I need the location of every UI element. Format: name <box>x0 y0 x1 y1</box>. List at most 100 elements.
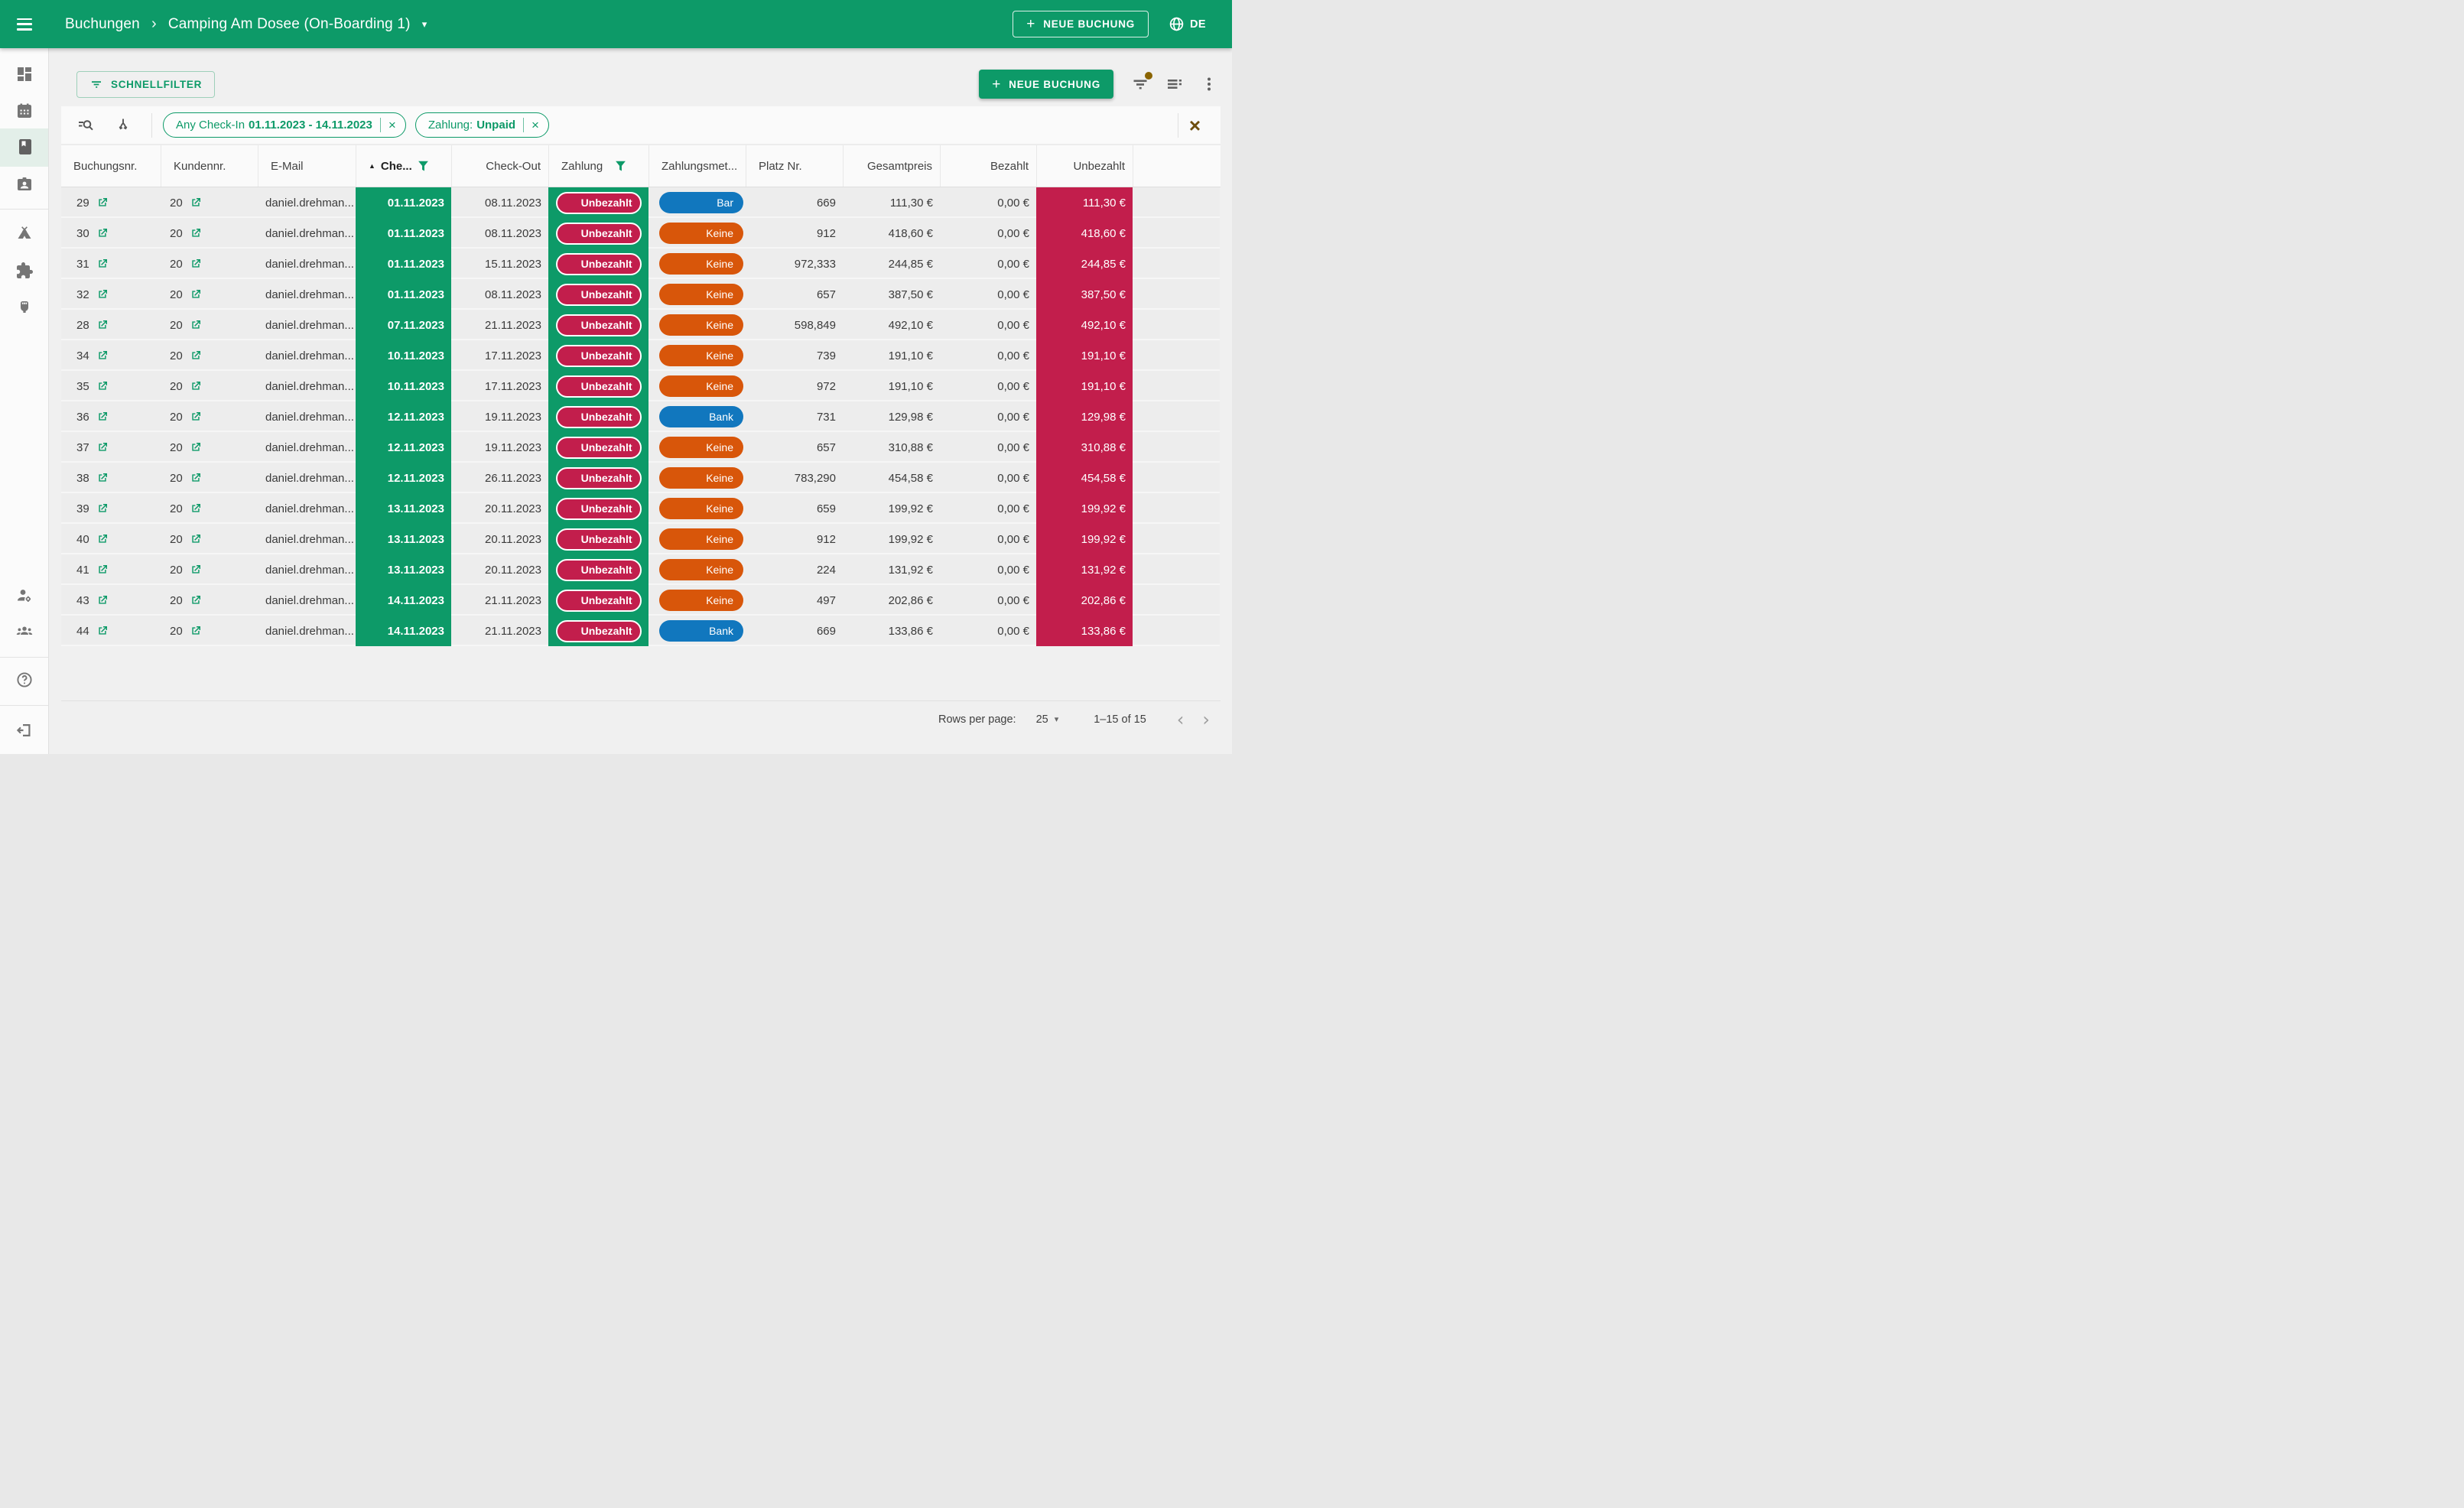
campsite-tent-icon[interactable] <box>15 224 34 242</box>
open-customer-icon[interactable] <box>190 625 202 637</box>
col-header-booking-no[interactable]: Buchungsnr. <box>73 159 138 173</box>
col-header-paid[interactable]: Bezahlt <box>940 145 1036 187</box>
table-row[interactable]: 37 20 daniel.drehman... 12.11.2023 19.11.2… <box>61 432 1221 463</box>
quick-filter-button[interactable]: SCHNELLFILTER <box>76 70 216 98</box>
remove-filter-icon[interactable]: × <box>388 118 396 132</box>
cell-empty <box>1133 187 1220 218</box>
open-customer-icon[interactable] <box>190 502 202 515</box>
table-row[interactable]: 39 20 daniel.drehman... 13.11.2023 20.11.2… <box>61 493 1221 524</box>
help-icon[interactable] <box>15 671 34 689</box>
cell-check-out: 20.11.2023 <box>451 493 548 524</box>
table-row[interactable]: 41 20 daniel.drehman... 13.11.2023 20.11.2… <box>61 554 1221 585</box>
open-booking-icon[interactable] <box>96 258 109 270</box>
open-customer-icon[interactable] <box>190 197 202 209</box>
logout-icon[interactable] <box>15 721 34 739</box>
cell-total: 387,50 € <box>843 279 940 310</box>
new-booking-button-header[interactable]: + NEUE BUCHUNG <box>1013 11 1149 37</box>
filter-list-icon <box>92 81 101 88</box>
open-booking-icon[interactable] <box>96 564 109 576</box>
col-header-unpaid[interactable]: Unbezahlt <box>1036 145 1133 187</box>
open-customer-icon[interactable] <box>190 411 202 423</box>
open-customer-icon[interactable] <box>190 349 202 362</box>
table-row[interactable]: 44 20 daniel.drehman... 14.11.2023 21.11.2… <box>61 616 1221 646</box>
table-row[interactable]: 28 20 daniel.drehman... 07.11.2023 21.11.2… <box>61 310 1221 340</box>
open-customer-icon[interactable] <box>190 594 202 606</box>
open-booking-icon[interactable] <box>96 288 109 301</box>
table-row[interactable]: 30 20 daniel.drehman... 01.11.2023 08.11.2… <box>61 218 1221 249</box>
table-row[interactable]: 38 20 daniel.drehman... 12.11.2023 26.11.2… <box>61 463 1221 493</box>
open-customer-icon[interactable] <box>190 227 202 239</box>
open-customer-icon[interactable] <box>190 288 202 301</box>
breadcrumb-root[interactable]: Buchungen <box>65 15 140 32</box>
filter-chip-checkin[interactable]: Any Check-In 01.11.2023 - 14.11.2023 × <box>163 112 406 138</box>
hamburger-menu-icon[interactable] <box>17 18 32 31</box>
open-booking-icon[interactable] <box>96 625 109 637</box>
col-header-email[interactable]: E-Mail <box>258 145 356 187</box>
table-row[interactable]: 32 20 daniel.drehman... 01.11.2023 08.11.2… <box>61 279 1221 310</box>
rows-per-page-select[interactable]: 25 ▾ <box>1035 713 1059 726</box>
language-label[interactable]: DE <box>1190 18 1206 31</box>
integrations-puzzle-icon[interactable] <box>15 262 34 280</box>
open-booking-icon[interactable] <box>96 533 109 545</box>
open-booking-icon[interactable] <box>96 197 109 209</box>
open-booking-icon[interactable] <box>96 319 109 331</box>
filter-chip-payment[interactable]: Zahlung: Unpaid × <box>414 112 549 138</box>
filter-funnel-icon[interactable] <box>417 160 430 173</box>
col-header-pitch-no[interactable]: Platz Nr. <box>746 145 843 187</box>
col-header-payment-method[interactable]: Zahlungsmet... <box>649 145 746 187</box>
chevron-down-icon[interactable]: ▾ <box>421 18 427 30</box>
previous-page-icon[interactable]: ‹ <box>1176 708 1185 730</box>
cell-check-out: 26.11.2023 <box>451 463 548 493</box>
open-booking-icon[interactable] <box>96 349 109 362</box>
next-page-icon[interactable]: › <box>1202 708 1210 730</box>
sort-asc-icon[interactable]: ▲ <box>369 162 375 170</box>
open-customer-icon[interactable] <box>190 533 202 545</box>
guests-contact-icon[interactable] <box>15 175 34 193</box>
table-row[interactable]: 40 20 daniel.drehman... 13.11.2023 20.11.2… <box>61 524 1221 554</box>
new-booking-button[interactable]: + NEUE BUCHUNG <box>979 70 1113 99</box>
breadcrumb-current[interactable]: Camping Am Dosee (On-Boarding 1) <box>167 15 411 32</box>
filter-funnel-icon[interactable] <box>614 160 627 173</box>
table-row[interactable]: 34 20 daniel.drehman... 10.11.2023 17.11.2… <box>61 340 1221 371</box>
kebab-menu-icon[interactable] <box>1200 75 1218 93</box>
cell-pitch-no: 783,290 <box>746 463 843 493</box>
open-booking-icon[interactable] <box>96 594 109 606</box>
open-customer-icon[interactable] <box>190 380 202 392</box>
table-columns-icon[interactable] <box>1165 75 1184 93</box>
filter-list-icon[interactable] <box>1131 72 1152 93</box>
open-booking-icon[interactable] <box>96 411 109 423</box>
col-header-total[interactable]: Gesamtpreis <box>843 145 940 187</box>
open-booking-icon[interactable] <box>96 441 109 453</box>
open-customer-icon[interactable] <box>190 258 202 270</box>
deep-search-icon[interactable] <box>76 116 95 135</box>
open-customer-icon[interactable] <box>190 564 202 576</box>
power-plug-icon[interactable] <box>15 298 34 317</box>
cell-pitch-no: 972 <box>746 371 843 401</box>
open-booking-icon[interactable] <box>96 502 109 515</box>
open-booking-icon[interactable] <box>96 472 109 484</box>
table-row[interactable]: 31 20 daniel.drehman... 01.11.2023 15.11.2… <box>61 249 1221 279</box>
open-booking-icon[interactable] <box>96 227 109 239</box>
col-header-check-in[interactable]: ▲ Che... <box>356 145 451 187</box>
col-header-customer-no[interactable]: Kundennr. <box>161 145 258 187</box>
account-settings-icon[interactable] <box>15 587 34 605</box>
open-customer-icon[interactable] <box>190 472 202 484</box>
open-customer-icon[interactable] <box>190 441 202 453</box>
globe-icon[interactable] <box>1169 16 1185 32</box>
calendar-icon[interactable] <box>15 102 34 120</box>
clear-all-filters-icon[interactable]: × <box>1188 113 1201 137</box>
bookings-book-icon[interactable] <box>15 138 34 156</box>
table-row[interactable]: 35 20 daniel.drehman... 10.11.2023 17.11.2… <box>61 371 1221 401</box>
table-row[interactable]: 29 20 daniel.drehman... 01.11.2023 08.11.2… <box>61 187 1221 218</box>
table-row[interactable]: 43 20 daniel.drehman... 14.11.2023 21.11.2… <box>61 585 1221 616</box>
open-booking-icon[interactable] <box>96 380 109 392</box>
col-header-check-out[interactable]: Check-Out <box>451 145 548 187</box>
open-customer-icon[interactable] <box>190 319 202 331</box>
group-split-icon[interactable] <box>114 116 132 135</box>
remove-filter-icon[interactable]: × <box>531 118 539 132</box>
payment-status-badge: Unbezahlt <box>555 466 642 489</box>
dashboard-icon[interactable] <box>15 65 34 83</box>
col-header-payment[interactable]: Zahlung <box>548 145 649 187</box>
team-icon[interactable] <box>15 622 34 640</box>
table-row[interactable]: 36 20 daniel.drehman... 12.11.2023 19.11.2… <box>61 401 1221 432</box>
